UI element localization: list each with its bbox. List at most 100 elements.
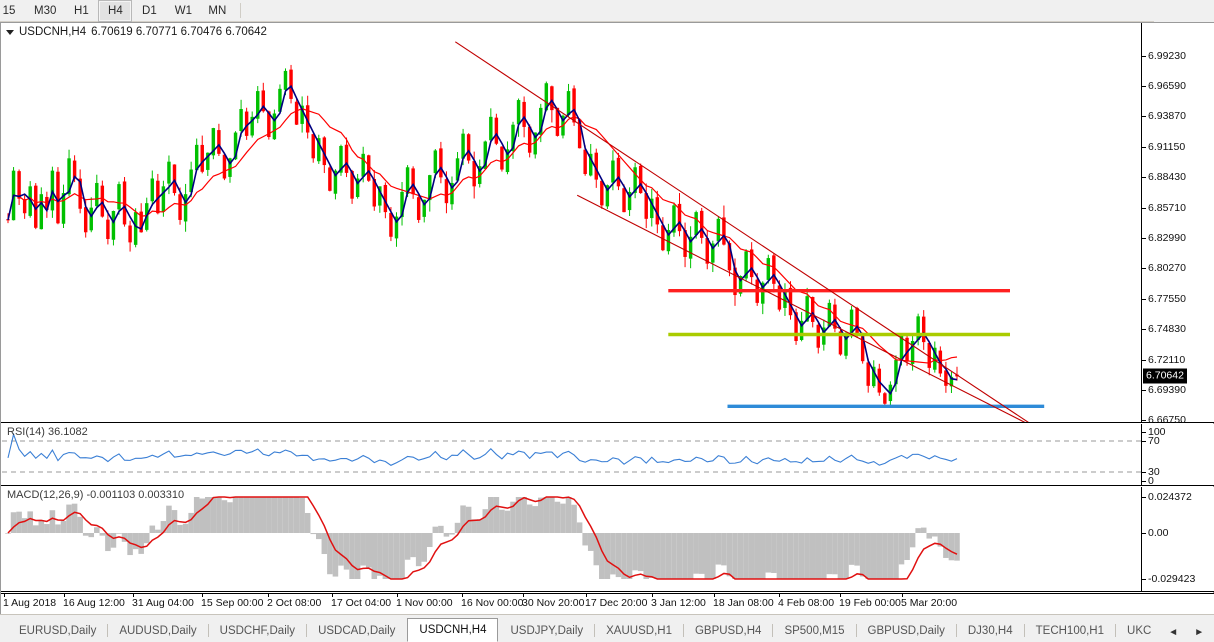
candle-body (367, 155, 371, 181)
candle-body (511, 124, 515, 152)
candle-body (422, 199, 426, 217)
chevron-down-icon[interactable] (6, 30, 14, 35)
candle-body (416, 197, 421, 220)
price-axis-tick-label: 6.99230 (1148, 50, 1186, 62)
macd-histogram-bar (510, 501, 516, 533)
time-axis-tick (268, 594, 269, 597)
price-plot-area[interactable] (2, 23, 1141, 422)
chart-tab-usdcad-daily[interactable]: USDCAD,Daily (318, 625, 396, 637)
macd-histogram-bar (138, 533, 144, 554)
tab-divider (772, 624, 774, 637)
macd-histogram-bar (832, 533, 838, 575)
macd-axis-tick (1142, 533, 1146, 534)
macd-histogram-bar (410, 533, 416, 558)
candle-body (738, 275, 743, 294)
candle-body (788, 287, 793, 316)
rsi-axis-tick-label: 70 (1148, 435, 1160, 447)
rsi-axis-tick-label: 100 (1148, 426, 1166, 438)
price-scale[interactable]: 6.99230 6.96590 6.93870 6.91150 6.88430 6.857… (1141, 23, 1214, 426)
candle-body (522, 101, 526, 127)
rsi-scale[interactable]: 100 70 30 0 (1141, 424, 1214, 487)
macd-histogram-bar (826, 533, 833, 575)
macd-histogram-bar (182, 523, 189, 533)
chart-tab-xauusd-h1[interactable]: XAUUSD,H1 (606, 625, 672, 637)
candle-body (622, 188, 626, 213)
time-axis-tick-label: 1 Nov 00:00 (396, 597, 453, 609)
macd-plot-area[interactable] (2, 487, 1141, 591)
timeframe-button-d1[interactable]: D1 (142, 5, 157, 17)
rsi-plot-area[interactable] (2, 424, 1141, 485)
timeframe-button-m30[interactable]: M30 (34, 5, 57, 17)
candle-body (378, 186, 382, 206)
candle-body (899, 335, 904, 361)
scroll-right-icon[interactable]: ► (1194, 627, 1205, 638)
macd-histogram-bar (632, 533, 638, 571)
candle-body (439, 148, 443, 178)
time-axis-tick-label: 18 Jan 08:00 (713, 597, 774, 609)
tab-scroll-arrows: ◄ ► (1168, 627, 1204, 638)
price-axis-tick-label: 6.82990 (1148, 232, 1186, 244)
macd-histogram-bar (160, 521, 167, 533)
candle-body (111, 210, 116, 240)
macd-histogram-bar (504, 510, 511, 533)
candle-body (944, 370, 948, 386)
macd-histogram-bar (587, 533, 594, 551)
chart-tab-eurusd-daily[interactable]: EURUSD,Daily (19, 625, 97, 637)
candle-body (727, 242, 732, 271)
chart-tab-ukc[interactable]: UKC (1127, 625, 1152, 637)
macd-histogram-bar (227, 502, 233, 533)
macd-histogram-bar (821, 533, 827, 579)
chart-tab-gbpusd-daily[interactable]: GBPUSD,Daily (867, 625, 945, 637)
scroll-left-icon[interactable]: ◄ (1168, 627, 1179, 638)
macd-histogram-bar (887, 533, 894, 579)
candle-body (949, 376, 954, 387)
timeframe-button-15[interactable]: 15 (2, 5, 16, 17)
macd-histogram-bar (338, 533, 344, 566)
price-axis-tick (1142, 298, 1146, 300)
candle-body (505, 149, 510, 173)
chart-tab-usdjpy-daily[interactable]: USDJPY,Daily (510, 625, 584, 637)
macd-histogram-bar (21, 518, 28, 533)
chart-tab-dj30-h4[interactable]: DJ30,H4 (967, 625, 1013, 637)
timeframe-button-w1[interactable]: W1 (174, 5, 192, 17)
macd-pane[interactable]: MACD(12,26,9) -0.001103 0.003310 0.02437… (1, 487, 1214, 592)
macd-histogram-bar (266, 497, 272, 533)
chart-window[interactable]: USDCNH,H4 6.70619 6.70771 6.70476 6.7064… (0, 22, 1214, 614)
chart-tabs-bar[interactable]: EURUSD,Daily AUDUSD,Daily USDCHF,Daily USDC… (0, 614, 1214, 642)
chart-tab-audusd-daily[interactable]: AUDUSD,Daily (119, 625, 197, 637)
macd-histogram-bar (488, 497, 494, 533)
macd-histogram-bar (277, 497, 283, 533)
macd-histogram-bar (882, 533, 888, 579)
candle-body (594, 152, 598, 180)
rsi-pane[interactable]: RSI(14) 36.1082 100 70 30 0 (1, 424, 1214, 487)
price-axis-tick (1142, 85, 1146, 87)
candle-body (816, 324, 820, 348)
macd-histogram-bar (5, 533, 11, 534)
candle-body (278, 88, 282, 112)
macd-histogram-bar (549, 497, 555, 533)
chart-tab-gbpusd-h4[interactable]: GBPUSD,H4 (694, 625, 762, 637)
macd-histogram-bar (543, 497, 550, 533)
chart-tab-usdchf-daily[interactable]: USDCHF,Daily (219, 625, 296, 637)
macd-histogram-bar (493, 497, 500, 533)
chart-tab-usdcnh-h4[interactable]: USDCNH,H4 (407, 618, 499, 642)
candle-body (328, 167, 332, 191)
chart-tab-sp500-m15[interactable]: SP500,M15 (784, 625, 845, 637)
macd-histogram-bar (177, 524, 183, 533)
trend-line-descending-trend-2[interactable] (576, 194, 1050, 422)
trend-line-descending-trend-1[interactable] (454, 41, 1041, 422)
timeframe-button-h1[interactable]: H1 (74, 5, 89, 17)
price-pane[interactable]: USDCNH,H4 6.70619 6.70771 6.70476 6.7064… (1, 23, 1214, 426)
macd-histogram-bar (171, 510, 178, 533)
macd-histogram-bar (920, 527, 927, 533)
timeframe-button-h4[interactable]: H4 (98, 0, 133, 22)
candle-body (161, 186, 166, 212)
chart-tab-tech100-h1[interactable]: TECH100,H1 (1035, 625, 1105, 637)
drawing-overlays[interactable] (454, 41, 1050, 422)
macd-histogram-bar (593, 533, 600, 566)
time-axis-tick (462, 594, 463, 597)
price-axis-tick (1142, 420, 1146, 421)
macd-scale[interactable]: 0.024372 0.00 -0.029423 (1141, 487, 1214, 591)
timeframe-button-mn[interactable]: MN (208, 5, 227, 17)
macd-histogram-bar (327, 533, 333, 575)
